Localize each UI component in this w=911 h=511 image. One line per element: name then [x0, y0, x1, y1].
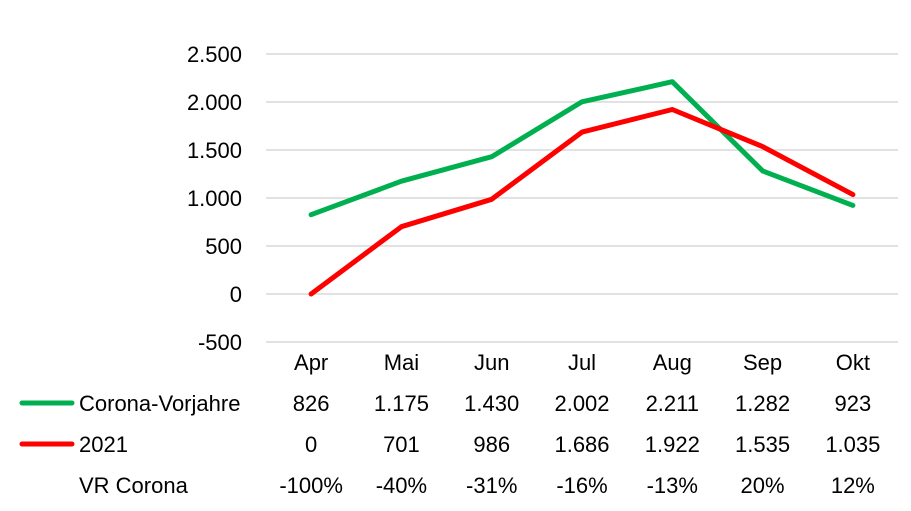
data-label: 701 — [383, 432, 420, 457]
x-tick-label: Okt — [836, 350, 870, 375]
data-point — [760, 168, 765, 174]
data-label: 0 — [305, 432, 317, 457]
data-label: 1.282 — [735, 391, 790, 416]
data-point — [579, 99, 585, 105]
data-table: Corona-Vorjahre 826 1.175 1.430 2.002 2.211 1.… — [19, 391, 880, 498]
legend-entry: 2021 — [79, 432, 128, 457]
data-point — [308, 291, 314, 297]
y-tick-label: -500 — [198, 330, 242, 355]
x-tick-label: Jun — [474, 350, 509, 375]
x-tick-label: Jul — [568, 350, 596, 375]
y-tick-label: 2.000 — [187, 90, 242, 115]
data-label: -40% — [376, 473, 427, 498]
data-point — [308, 212, 314, 217]
y-tick-label: 0 — [230, 282, 242, 307]
data-label: -16% — [556, 473, 607, 498]
data-point — [399, 179, 404, 184]
data-label: 1.430 — [464, 391, 519, 416]
data-point — [850, 203, 856, 208]
data-label: 1.686 — [554, 432, 609, 457]
series-line-2 — [308, 107, 856, 297]
x-tick-label: Apr — [294, 350, 328, 375]
data-point — [489, 154, 494, 159]
data-label: 1.535 — [735, 432, 790, 457]
data-label: 1.175 — [374, 391, 429, 416]
data-point — [670, 79, 675, 84]
x-axis-ticks: Apr Mai Jun Jul Aug Sep Okt — [294, 350, 870, 375]
data-point — [760, 144, 765, 149]
x-tick-label: Mai — [384, 350, 419, 375]
data-label: 2.002 — [554, 391, 609, 416]
data-label: 20% — [741, 473, 785, 498]
data-label: 923 — [834, 391, 871, 416]
data-label: -13% — [647, 473, 698, 498]
data-label: 2.211 — [646, 391, 699, 416]
data-label: -100% — [279, 473, 343, 498]
data-label: 1.035 — [825, 432, 880, 457]
data-label: 1.922 — [645, 432, 700, 457]
series-lines — [308, 79, 856, 297]
y-tick-label: 2.500 — [187, 42, 242, 67]
y-axis-ticks: -500 0 500 1.000 1.500 2.000 2.500 — [187, 42, 242, 355]
y-tick-label: 1.500 — [187, 138, 242, 163]
data-label: 826 — [293, 391, 330, 416]
data-point — [399, 224, 404, 229]
y-tick-label: 1.000 — [187, 186, 242, 211]
data-label: 986 — [473, 432, 510, 457]
legend-entry: VR Corona — [79, 473, 189, 498]
data-point — [670, 107, 675, 112]
x-tick-label: Aug — [653, 350, 692, 375]
legend-entry: Corona-Vorjahre — [79, 391, 240, 416]
data-label: -31% — [466, 473, 517, 498]
data-point — [850, 192, 856, 197]
data-point — [579, 129, 585, 135]
x-tick-label: Sep — [743, 350, 782, 375]
data-label: 12% — [831, 473, 875, 498]
data-point — [489, 197, 494, 202]
y-tick-label: 500 — [205, 234, 242, 259]
